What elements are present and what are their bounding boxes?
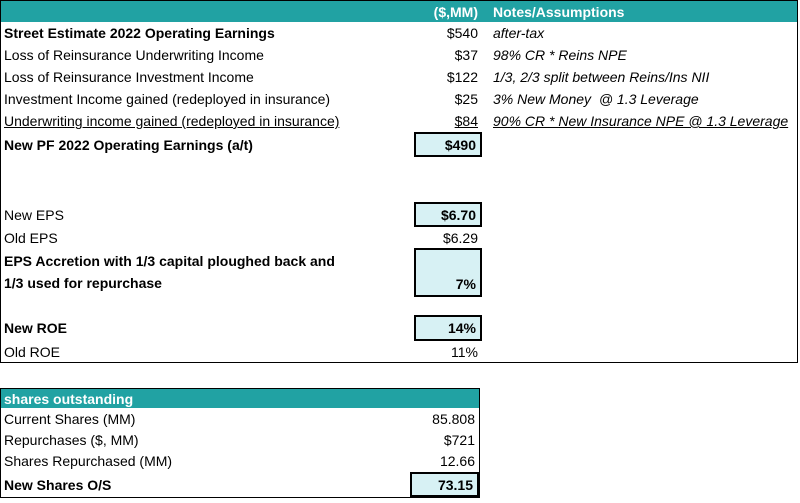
earnings-table-header-row: ($,MM) Notes/Assumptions [1, 1, 797, 22]
row-note: 98% CR * Reins NPE [493, 47, 627, 63]
row-label: Repurchases ($, MM) [4, 431, 139, 448]
row-label: Loss of Reinsurance Underwriting Income [4, 47, 264, 63]
row-value: $84 [454, 113, 478, 129]
table-row-new-shares-os: New Shares O/S 73.15 [1, 472, 479, 497]
shares-table-header: shares outstanding [1, 389, 479, 408]
row-label: Underwriting income gained (redeployed i… [4, 113, 340, 129]
row-label: Old EPS [4, 229, 58, 246]
table-row-old-roe: Old ROE 11% [1, 341, 797, 362]
row-value: $37 [454, 47, 478, 63]
row-label: Loss of Reinsurance Investment Income [4, 69, 254, 85]
row-value: $122 [446, 69, 478, 85]
row-value: $25 [454, 91, 478, 107]
row-label: Current Shares (MM) [4, 410, 136, 427]
row-label: EPS Accretion with 1/3 capital ploughed … [1, 248, 414, 297]
row-label: Investment Income gained (redeployed in … [4, 91, 331, 107]
table-row-repurchases: Repurchases ($, MM) $721 [1, 429, 479, 450]
table-row-street-estimate: Street Estimate 2022 Operating Earnings … [1, 22, 797, 44]
row-label: Street Estimate 2022 Operating Earnings [4, 25, 275, 41]
header-units: ($,MM) [433, 3, 478, 20]
row-note [482, 132, 797, 157]
row-value: $6.29 [442, 229, 478, 246]
row-label: New ROE [4, 320, 68, 336]
earnings-table: ($,MM) Notes/Assumptions Street Estimate… [0, 0, 798, 363]
row-note: 1/3, 2/3 split between Reins/Ins NII [493, 69, 710, 85]
blank-rows [1, 157, 797, 202]
table-row-new-eps: New EPS $6.70 [1, 202, 797, 227]
table-row-inv-income-gained: Investment Income gained (redeployed in … [1, 88, 797, 110]
table-row-new-pf-earnings: New PF 2022 Operating Earnings (a/t) $49… [1, 132, 797, 157]
table-row-old-eps: Old EPS $6.29 [1, 227, 797, 248]
row-note [482, 315, 797, 341]
highlighted-cell-new-shares-os[interactable]: 73.15 [410, 472, 479, 497]
row-label: New EPS [4, 206, 64, 223]
row-note: 3% New Money @ 1.3 Leverage [493, 91, 699, 107]
header-notes-assumptions: Notes/Assumptions [493, 3, 625, 20]
row-value: 11% [451, 343, 478, 360]
shares-outstanding-table: shares outstanding Current Shares (MM) 8… [0, 388, 480, 498]
table-row-eps-accretion: EPS Accretion with 1/3 capital ploughed … [1, 248, 797, 297]
table-row-loss-reins-inv: Loss of Reinsurance Investment Income $1… [1, 66, 797, 88]
row-label: Shares Repurchased (MM) [4, 453, 173, 469]
blank-row [1, 297, 797, 315]
row-note [482, 202, 797, 227]
row-note [482, 248, 797, 297]
table-row-uw-income-gained: Underwriting income gained (redeployed i… [1, 110, 797, 132]
row-label: Old ROE [4, 343, 61, 360]
table-row-loss-reins-uw: Loss of Reinsurance Underwriting Income … [1, 44, 797, 66]
row-value: $540 [446, 25, 478, 41]
row-note: after-tax [493, 25, 545, 41]
highlighted-cell-new-roe[interactable]: 14% [414, 315, 482, 341]
row-value: 12.66 [439, 453, 475, 469]
header-empty-cell [1, 1, 414, 22]
row-label-line1: EPS Accretion with 1/3 capital ploughed … [4, 252, 335, 269]
row-label: New PF 2022 Operating Earnings (a/t) [4, 136, 253, 153]
row-value: 85.808 [432, 410, 475, 427]
highlighted-cell-new-eps[interactable]: $6.70 [414, 202, 482, 227]
row-note [482, 227, 797, 248]
row-note [482, 341, 797, 362]
highlighted-cell-eps-accretion[interactable]: 7% [414, 248, 482, 297]
table-row-new-roe: New ROE 14% [1, 315, 797, 341]
row-note: 90% CR * New Insurance NPE @ 1.3 Leverag… [493, 113, 789, 129]
table-row-shares-repurchased: Shares Repurchased (MM) 12.66 [1, 450, 479, 472]
table-row-current-shares: Current Shares (MM) 85.808 [1, 408, 479, 429]
highlighted-cell-new-pf-earnings[interactable]: $490 [414, 132, 482, 157]
row-label: New Shares O/S [4, 476, 112, 493]
row-label-line2: 1/3 used for repurchase [4, 274, 162, 291]
row-value: $721 [443, 431, 475, 448]
